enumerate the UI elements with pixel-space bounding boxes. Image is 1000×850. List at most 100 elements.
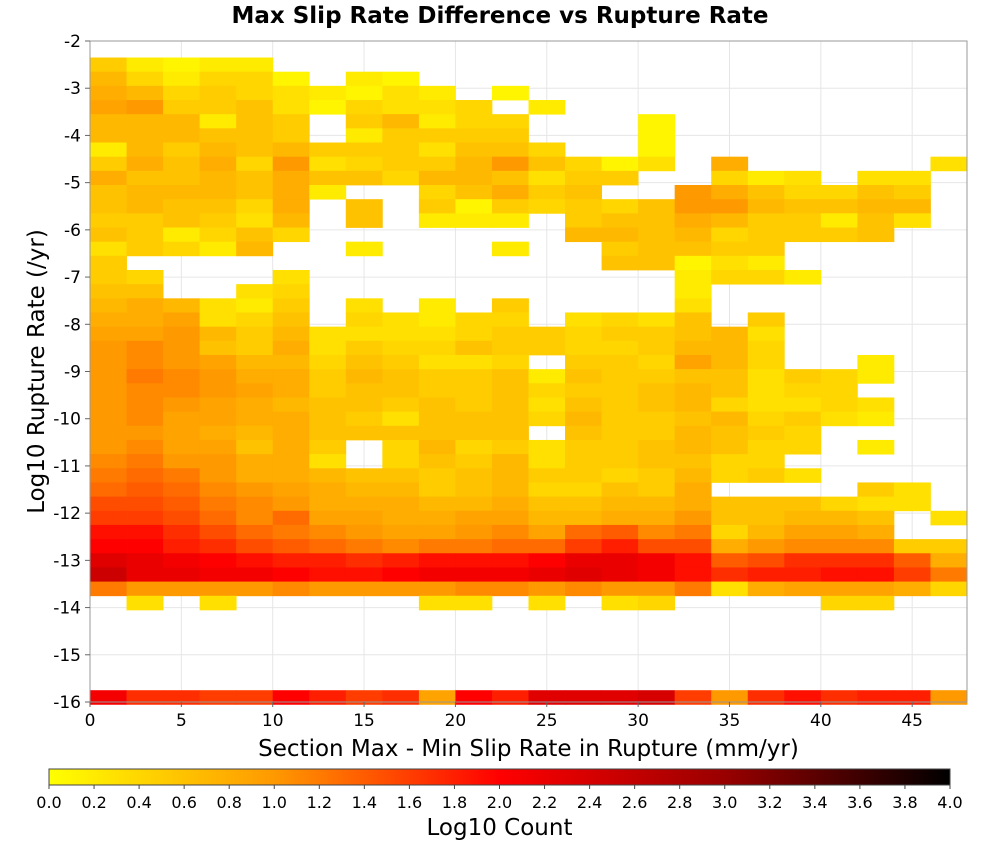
heatmap-cell [565,312,602,328]
heatmap-cell [126,567,164,582]
heatmap-cell [382,510,420,526]
heatmap-cell [418,354,456,370]
heatmap-cell [601,369,639,384]
heatmap-cell [90,57,127,73]
heatmap-cell [820,567,858,582]
heatmap-cell [309,567,347,582]
heatmap-cell [163,425,201,441]
colorbar-tick-label: 0.4 [126,793,151,812]
heatmap-cell [163,482,201,498]
heatmap-cell [236,468,274,483]
heatmap-cell [747,397,785,413]
heatmap-cell [491,114,529,129]
heatmap-cell [236,524,274,540]
heatmap-cell [784,439,822,455]
heatmap-cell [711,213,749,228]
heatmap-cell [90,170,127,186]
heatmap-cell [638,241,676,257]
heatmap-cell [126,114,164,129]
heatmap-cell [345,690,383,705]
heatmap-cell [820,227,858,243]
heatmap-cell [455,326,493,342]
heatmap-cell [601,496,639,512]
heatmap-cell [90,213,127,228]
heatmap-cell [638,595,676,611]
heatmap-cell [309,156,347,172]
heatmap-cell [163,369,201,384]
heatmap-cell [199,595,237,611]
heatmap-cell [90,397,127,413]
heatmap-cell [418,199,456,214]
heatmap-cell [601,241,639,257]
colorbar-tick-label: 3.8 [892,793,917,812]
heatmap-cell [418,690,456,705]
heatmap-cell [784,269,822,285]
heatmap-cell [382,425,420,441]
heatmap-cell [236,369,274,384]
heatmap-cell [382,156,420,172]
heatmap-cell [601,170,639,186]
heatmap-cell [491,354,529,370]
heatmap-cell [747,312,785,328]
heatmap-cell [382,170,420,186]
y-tick-label: -15 [53,646,81,666]
heatmap-cell [272,199,310,214]
heatmap-cell [309,539,347,554]
heatmap-cell [309,340,347,356]
heatmap-cell [638,553,676,568]
heatmap-cell [272,482,310,498]
y-tick-label: -13 [53,551,81,571]
heatmap-cell [784,213,822,228]
heatmap-cell [126,100,164,115]
heatmap-cell [565,510,602,526]
x-tick-label: 0 [85,711,96,731]
heatmap-cell [199,241,237,257]
heatmap-cell [491,539,529,554]
heatmap-cell [382,85,420,101]
heatmap-cell [272,142,310,158]
heatmap-cell [90,114,127,129]
heatmap-cell [747,524,785,540]
heatmap-cell [345,326,383,342]
heatmap-cell [126,128,164,143]
heatmap-cell [455,170,493,186]
heatmap-cell [163,241,201,257]
y-tick-label: -14 [53,599,81,619]
heatmap-cell [711,156,749,172]
heatmap-cell [382,581,420,597]
heatmap-cell [601,411,639,427]
colorbar-tick-label: 1.6 [397,793,422,812]
heatmap-cell [90,100,127,115]
heatmap-cell [601,383,639,398]
heatmap-cell [565,354,602,370]
heatmap-cell [90,354,127,370]
heatmap-cell [418,85,456,101]
heatmap-cell [126,312,164,328]
heatmap-cell [236,142,274,158]
y-tick-label: -9 [64,363,81,383]
heatmap-cell [674,482,712,498]
heatmap-cell [674,340,712,356]
heatmap-cell [711,227,749,243]
heatmap-cell [601,439,639,455]
heatmap-cell [674,539,712,554]
heatmap-cell [418,114,456,129]
y-axis-ticks: -2 -3 -4 -5 -6 -7 -8 -9 -10 -11 -12 -13 -14 -15 -16 [53,32,90,713]
heatmap-cell [455,397,493,413]
heatmap-cell [163,496,201,512]
heatmap-cell [711,510,749,526]
heatmap-cell [893,482,931,498]
heatmap-cell [126,425,164,441]
heatmap-cell [930,553,968,568]
heatmap-cell [126,298,164,313]
heatmap-cell [418,425,456,441]
heatmap-cell [601,468,639,483]
heatmap-cell [236,539,274,554]
heatmap-cell [90,581,127,597]
heatmap-cell [601,690,639,705]
heatmap-cell [601,539,639,554]
heatmap-cell [638,156,676,172]
heatmap-cell [601,340,639,356]
heatmap-cell [272,510,310,526]
heatmap-cell [272,312,310,328]
